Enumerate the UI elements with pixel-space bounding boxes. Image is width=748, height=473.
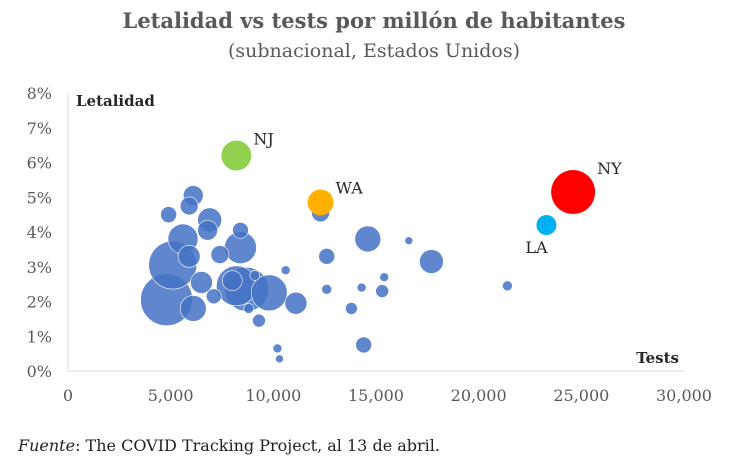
data-point bbox=[345, 302, 358, 315]
data-point bbox=[179, 295, 207, 322]
x-tick-label: 30,000 bbox=[656, 386, 712, 405]
data-point bbox=[502, 280, 513, 292]
x-tick-label: 0 bbox=[63, 386, 73, 405]
data-point bbox=[243, 303, 254, 314]
source-text: : The COVID Tracking Project, al 13 de a… bbox=[75, 436, 440, 455]
data-point bbox=[221, 270, 243, 291]
y-tick-label: 2% bbox=[27, 293, 52, 312]
data-point bbox=[160, 206, 177, 223]
x-tick-label: 25,000 bbox=[553, 386, 609, 405]
y-tick-label: 3% bbox=[27, 258, 52, 277]
y-tick-label: 0% bbox=[27, 362, 52, 381]
chart-subtitle: (subnacional, Estados Unidos) bbox=[227, 40, 521, 62]
highlight-point-wa bbox=[307, 189, 334, 216]
point-label-la: LA bbox=[525, 238, 548, 257]
x-tick-label: 20,000 bbox=[451, 386, 507, 405]
y-tick-label: 6% bbox=[27, 154, 52, 173]
data-point bbox=[284, 291, 308, 315]
highlight-point-la bbox=[536, 215, 557, 236]
point-label-ny: NY bbox=[597, 159, 622, 178]
x-tick-label: 10,000 bbox=[245, 386, 301, 405]
data-point bbox=[404, 236, 414, 245]
point-label-wa: WA bbox=[336, 178, 364, 197]
data-point bbox=[250, 274, 288, 312]
y-tick-label: 1% bbox=[27, 327, 52, 346]
y-tick-label: 7% bbox=[27, 119, 52, 138]
data-point bbox=[379, 272, 390, 282]
data-point bbox=[177, 245, 201, 268]
source-note: Fuente: The COVID Tracking Project, al 1… bbox=[18, 436, 440, 455]
source-label: Fuente bbox=[18, 436, 76, 455]
point-label-nj: NJ bbox=[253, 130, 273, 149]
data-point bbox=[249, 270, 261, 281]
x-axis-label: Tests bbox=[636, 349, 679, 367]
x-tick-label: 5,000 bbox=[148, 386, 194, 405]
data-point bbox=[318, 248, 336, 265]
data-point bbox=[419, 249, 444, 274]
y-axis-label: Letalidad bbox=[76, 92, 155, 110]
data-point bbox=[190, 271, 213, 294]
data-point bbox=[210, 245, 230, 264]
data-point bbox=[197, 219, 218, 241]
data-point bbox=[356, 282, 367, 293]
highlight-point-nj bbox=[221, 140, 252, 171]
data-point bbox=[321, 284, 333, 295]
highlight-point-ny bbox=[551, 170, 596, 215]
data-point bbox=[375, 284, 389, 298]
data-point bbox=[280, 265, 291, 276]
data-point bbox=[275, 354, 284, 364]
data-point bbox=[179, 196, 199, 216]
data-point bbox=[205, 288, 222, 305]
data-point bbox=[272, 343, 283, 354]
y-tick-label: 8% bbox=[27, 84, 52, 103]
chart-title: Letalidad vs tests por millón de habitan… bbox=[122, 8, 626, 33]
x-tick-label: 15,000 bbox=[348, 386, 404, 405]
data-point bbox=[355, 336, 372, 354]
data-point bbox=[354, 225, 382, 253]
y-tick-label: 4% bbox=[27, 223, 52, 242]
data-point bbox=[232, 221, 249, 239]
y-tick-label: 5% bbox=[27, 188, 52, 207]
data-point bbox=[252, 313, 266, 328]
